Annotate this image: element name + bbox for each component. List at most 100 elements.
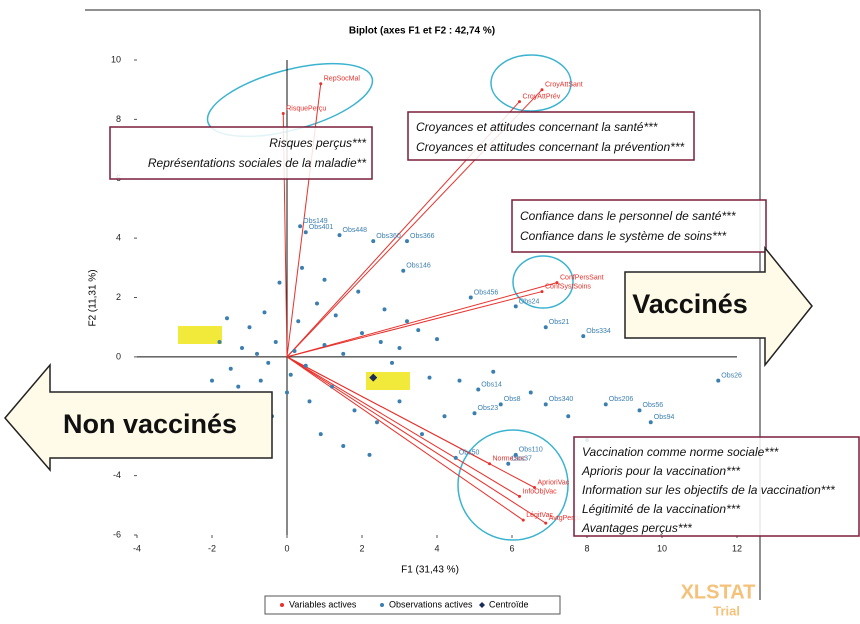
y-axis-label: F2 (11,31 %) [88, 269, 99, 326]
y-tick-label: 10 [111, 54, 121, 64]
point [322, 343, 327, 347]
point [266, 360, 271, 365]
y-tick-label: 0 [116, 351, 121, 361]
vector-tip [521, 518, 525, 522]
vector [286, 356, 524, 521]
point-label: Obs149 [303, 218, 328, 225]
point-label: CroyAttSant [545, 82, 583, 89]
point [217, 340, 222, 345]
annotation: Vaccination comme norme sociale*** [582, 445, 779, 459]
x-tick-label: 4 [434, 543, 439, 553]
point-label: NormeSoc [493, 456, 527, 463]
x-tick-label: -2 [208, 543, 216, 553]
arrow-left [4, 362, 273, 473]
point [543, 325, 548, 330]
legend-label: Variables actives [289, 599, 357, 609]
point [285, 390, 289, 395]
point [513, 452, 518, 457]
annotation: Information sur les objectifs de la vacc… [582, 483, 835, 497]
point-label: ConfPersSant [560, 275, 604, 282]
point [648, 420, 653, 425]
highlight-box [366, 372, 410, 390]
legend [264, 595, 561, 615]
x-tick-label: 12 [732, 543, 742, 553]
point [236, 384, 241, 389]
point [352, 408, 357, 413]
point [288, 372, 293, 377]
point-label: Obs366 [410, 233, 435, 240]
annotation: Croyances et attitudes concernant la san… [416, 120, 658, 134]
point [303, 363, 308, 368]
point [472, 411, 477, 416]
x-tick-label: 6 [509, 543, 514, 553]
point-label: Obs26 [721, 372, 742, 379]
annotation: Légitimité de la vaccination*** [582, 502, 740, 516]
point [367, 452, 372, 457]
point [468, 295, 473, 300]
point-label: Obs206 [609, 396, 634, 403]
point [210, 378, 214, 383]
point [262, 310, 267, 315]
annotation: Représentations sociales de la maladie** [148, 156, 366, 170]
vector-tip [555, 281, 559, 285]
point [581, 334, 586, 339]
annotation: Confiance dans le système de soins*** [520, 229, 726, 243]
annotation: Croyances et attitudes concernant la pré… [416, 140, 684, 154]
y-tick-label: -4 [113, 470, 121, 480]
point-label: CroyAttPrév [523, 93, 561, 100]
vector-tip [518, 494, 521, 498]
point [390, 360, 394, 365]
point [427, 375, 432, 380]
legend-items: Variables actives Observations actives Cen… [280, 599, 529, 609]
point-label: Obs8 [504, 396, 521, 403]
point [333, 313, 338, 318]
point-label: Obs50 [459, 450, 480, 457]
vector-tip [544, 521, 548, 525]
vector [286, 356, 547, 524]
point [442, 414, 447, 419]
point-label: ConfSystSoins [545, 283, 591, 290]
chart-title: Biplot (axes F1 et F2 : 42,74 %) [349, 26, 495, 37]
y-tick-label: 2 [116, 292, 121, 302]
point [401, 268, 406, 273]
annotation-box [511, 199, 767, 253]
arrow-right [624, 245, 813, 368]
point [566, 414, 571, 419]
point [491, 369, 496, 374]
point-label: Obs21 [549, 319, 570, 326]
point [513, 304, 518, 309]
point [225, 316, 229, 321]
legend-marker [280, 603, 284, 607]
point [228, 366, 233, 371]
point-label: Obs334 [586, 328, 611, 335]
point-label: Obs456 [474, 289, 499, 296]
point-label: RisquePerçu [286, 105, 326, 112]
point [247, 325, 252, 330]
point [277, 280, 282, 285]
point [307, 399, 312, 404]
point [273, 340, 278, 345]
highlight-box [178, 326, 222, 344]
point-label: Obs37 [511, 456, 532, 463]
point-label: AvtgPerçu [549, 515, 581, 522]
point [341, 443, 346, 448]
legend-label: Centroïde [489, 599, 529, 609]
x-tick-label: -4 [133, 543, 141, 553]
x-tick-label: 10 [657, 543, 667, 553]
watermark: Trial [713, 603, 740, 618]
point [330, 384, 334, 389]
vector [286, 282, 558, 358]
x-tick-label: 8 [584, 543, 589, 553]
vector [286, 356, 520, 497]
y-tick-label: 4 [116, 233, 121, 243]
point [637, 408, 642, 413]
point-label: InfoObjVac [523, 488, 558, 495]
point-label: LégitVac [526, 512, 553, 519]
point [298, 224, 303, 229]
point [258, 378, 263, 383]
vector [286, 356, 535, 488]
point [476, 387, 481, 392]
point [360, 331, 364, 336]
arrow-label: Vaccinés [632, 289, 748, 319]
